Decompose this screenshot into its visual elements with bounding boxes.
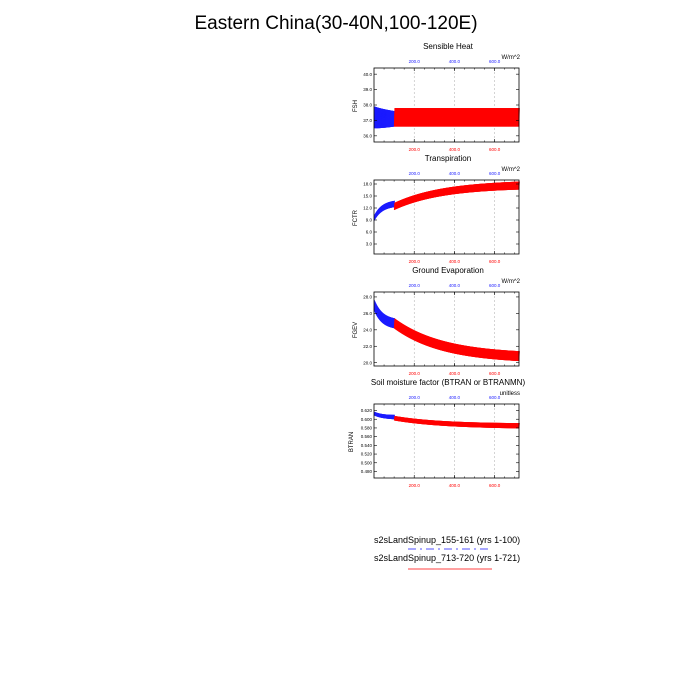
panel-title-soil-moisture-factor: Soil moisture factor (BTRAN or BTRANMN) bbox=[371, 378, 526, 387]
y-axis-label-ground-evaporation: FGEV bbox=[353, 322, 359, 338]
units-label-ground-evaporation: W/m^2 bbox=[502, 279, 521, 285]
fctr-ytick-label: 6.0 bbox=[366, 230, 373, 235]
fgev-series-2-line bbox=[393, 318, 520, 362]
panel-title-sensible-heat: Sensible Heat bbox=[423, 42, 474, 51]
plot-area-transpiration: 3.0 6.0 9.0 12.0 15.0 18.0 200.0 400.0 600.0 200.… bbox=[363, 171, 520, 264]
btran-xtick-top-label: 400.0 bbox=[449, 395, 461, 400]
fsh-xtick-bottom-label: 200.0 bbox=[409, 147, 421, 152]
fsh-series-2-line bbox=[393, 108, 520, 127]
legend-label-run2: s2sLandSpinup_713-720 (yrs 1-721) bbox=[374, 553, 520, 563]
fsh-xtick-bottom-label: 400.0 bbox=[449, 147, 461, 152]
fgev-plot-frame bbox=[373, 291, 520, 367]
fsh-series-1-line bbox=[373, 106, 395, 129]
fsh-xtick-top-label: 400.0 bbox=[449, 59, 461, 64]
y-axis-label-sensible-heat: FSH bbox=[353, 100, 359, 112]
btran-xtick-bottom-label: 600.0 bbox=[489, 483, 501, 488]
legend: s2sLandSpinup_155-161 (yrs 1-100) s2sLan… bbox=[374, 535, 520, 570]
fctr-ytick-label: 12.0 bbox=[363, 206, 372, 211]
fctr-xtick-top-label: 600.0 bbox=[489, 171, 501, 176]
btran-xtick-top-label: 200.0 bbox=[409, 395, 421, 400]
fctr-ytick-label: 15.0 bbox=[363, 194, 372, 199]
units-label-soil-moisture-factor: unitless bbox=[500, 391, 520, 397]
btran-ytick-label: 0.600 bbox=[361, 417, 373, 422]
btran-series-1-line bbox=[373, 411, 395, 420]
plot-area-sensible-heat: 36.0 37.0 38.0 39.0 40.0 200.0 400.0 600.0 200.0… bbox=[363, 59, 520, 152]
fctr-xtick-top-label: 200.0 bbox=[409, 171, 421, 176]
fgev-xtick-bottom-label: 400.0 bbox=[449, 371, 461, 376]
fsh-ytick-label: 37.0 bbox=[363, 118, 372, 123]
fctr-xtick-bottom-label: 600.0 bbox=[489, 259, 501, 264]
fsh-xtick-top-label: 600.0 bbox=[489, 59, 501, 64]
fgev-xtick-bottom-label: 600.0 bbox=[489, 371, 501, 376]
panel-ground-evaporation: Ground Evaporation W/m^2 FGEV 20.0 22.0 24… bbox=[353, 266, 521, 376]
btran-ytick-label: 0.580 bbox=[361, 426, 373, 431]
plot-area-ground-evaporation: 20.0 22.0 24.0 26.0 28.0 200.0 400.0 600.0 200.0… bbox=[363, 283, 520, 376]
fgev-xtick-top-label: 200.0 bbox=[409, 283, 421, 288]
fctr-ytick-label: 3.0 bbox=[366, 242, 373, 247]
panel-soil-moisture-factor: Soil moisture factor (BTRAN or BTRANMN) … bbox=[349, 378, 525, 488]
fctr-plot-frame bbox=[373, 179, 520, 255]
fgev-ytick-label: 22.0 bbox=[363, 344, 372, 349]
y-axis-label-transpiration: FCTR bbox=[353, 209, 359, 226]
panel-transpiration: Transpiration W/m^2 FCTR 3.0 6.0 9.0 12.0 15… bbox=[353, 154, 521, 264]
btran-ytick-label: 0.480 bbox=[361, 469, 373, 474]
fctr-ytick-label: 9.0 bbox=[366, 218, 373, 223]
units-label-transpiration: W/m^2 bbox=[502, 167, 521, 173]
fsh-ytick-label: 39.0 bbox=[363, 87, 372, 92]
panel-sensible-heat: Sensible Heat W/m^2 FSH 36.0 37.0 38.0 39.0… bbox=[353, 42, 521, 152]
btran-xtick-bottom-label: 200.0 bbox=[409, 483, 421, 488]
figure-title: Eastern China(30-40N,100-120E) bbox=[194, 13, 477, 34]
btran-ytick-label: 0.540 bbox=[361, 443, 373, 448]
fgev-xtick-top-label: 600.0 bbox=[489, 283, 501, 288]
fgev-ytick-label: 20.0 bbox=[363, 360, 372, 365]
fgev-ytick-label: 28.0 bbox=[363, 295, 372, 300]
btran-ytick-label: 0.500 bbox=[361, 460, 373, 465]
units-label-sensible-heat: W/m^2 bbox=[502, 55, 521, 61]
btran-xtick-bottom-label: 400.0 bbox=[449, 483, 461, 488]
fsh-ytick-label: 40.0 bbox=[363, 72, 372, 77]
fsh-ytick-label: 36.0 bbox=[363, 133, 372, 138]
y-axis-label-soil-moisture-factor: BTRAN bbox=[349, 432, 355, 452]
fctr-series-1-line bbox=[373, 200, 395, 222]
fctr-series-2-line bbox=[393, 181, 520, 211]
fgev-series-1-line bbox=[373, 300, 395, 329]
btran-xtick-top-label: 600.0 bbox=[489, 395, 501, 400]
fgev-ytick-label: 26.0 bbox=[363, 311, 372, 316]
fctr-ytick-label: 18.0 bbox=[363, 182, 372, 187]
panel-title-ground-evaporation: Ground Evaporation bbox=[412, 266, 484, 275]
legend-label-run1: s2sLandSpinup_155-161 (yrs 1-100) bbox=[374, 535, 520, 545]
btran-series-2-line bbox=[393, 415, 520, 429]
fsh-xtick-top-label: 200.0 bbox=[409, 59, 421, 64]
fctr-xtick-bottom-label: 400.0 bbox=[449, 259, 461, 264]
btran-ytick-label: 0.560 bbox=[361, 434, 373, 439]
btran-ytick-label: 0.620 bbox=[361, 408, 373, 413]
btran-ytick-label: 0.520 bbox=[361, 452, 373, 457]
fgev-xtick-top-label: 400.0 bbox=[449, 283, 461, 288]
fctr-xtick-top-label: 400.0 bbox=[449, 171, 461, 176]
fsh-xtick-bottom-label: 600.0 bbox=[489, 147, 501, 152]
fctr-xtick-bottom-label: 200.0 bbox=[409, 259, 421, 264]
fsh-plot-frame bbox=[373, 67, 520, 143]
fgev-xtick-bottom-label: 200.0 bbox=[409, 371, 421, 376]
plot-area-soil-moisture-factor: 0.480 0.500 0.520 0.540 0.560 0.580 0.600 0.620… bbox=[361, 395, 520, 488]
panel-title-transpiration: Transpiration bbox=[425, 154, 471, 163]
fsh-ytick-label: 38.0 bbox=[363, 103, 372, 108]
btran-plot-frame bbox=[373, 403, 520, 479]
fgev-ytick-label: 24.0 bbox=[363, 327, 372, 332]
